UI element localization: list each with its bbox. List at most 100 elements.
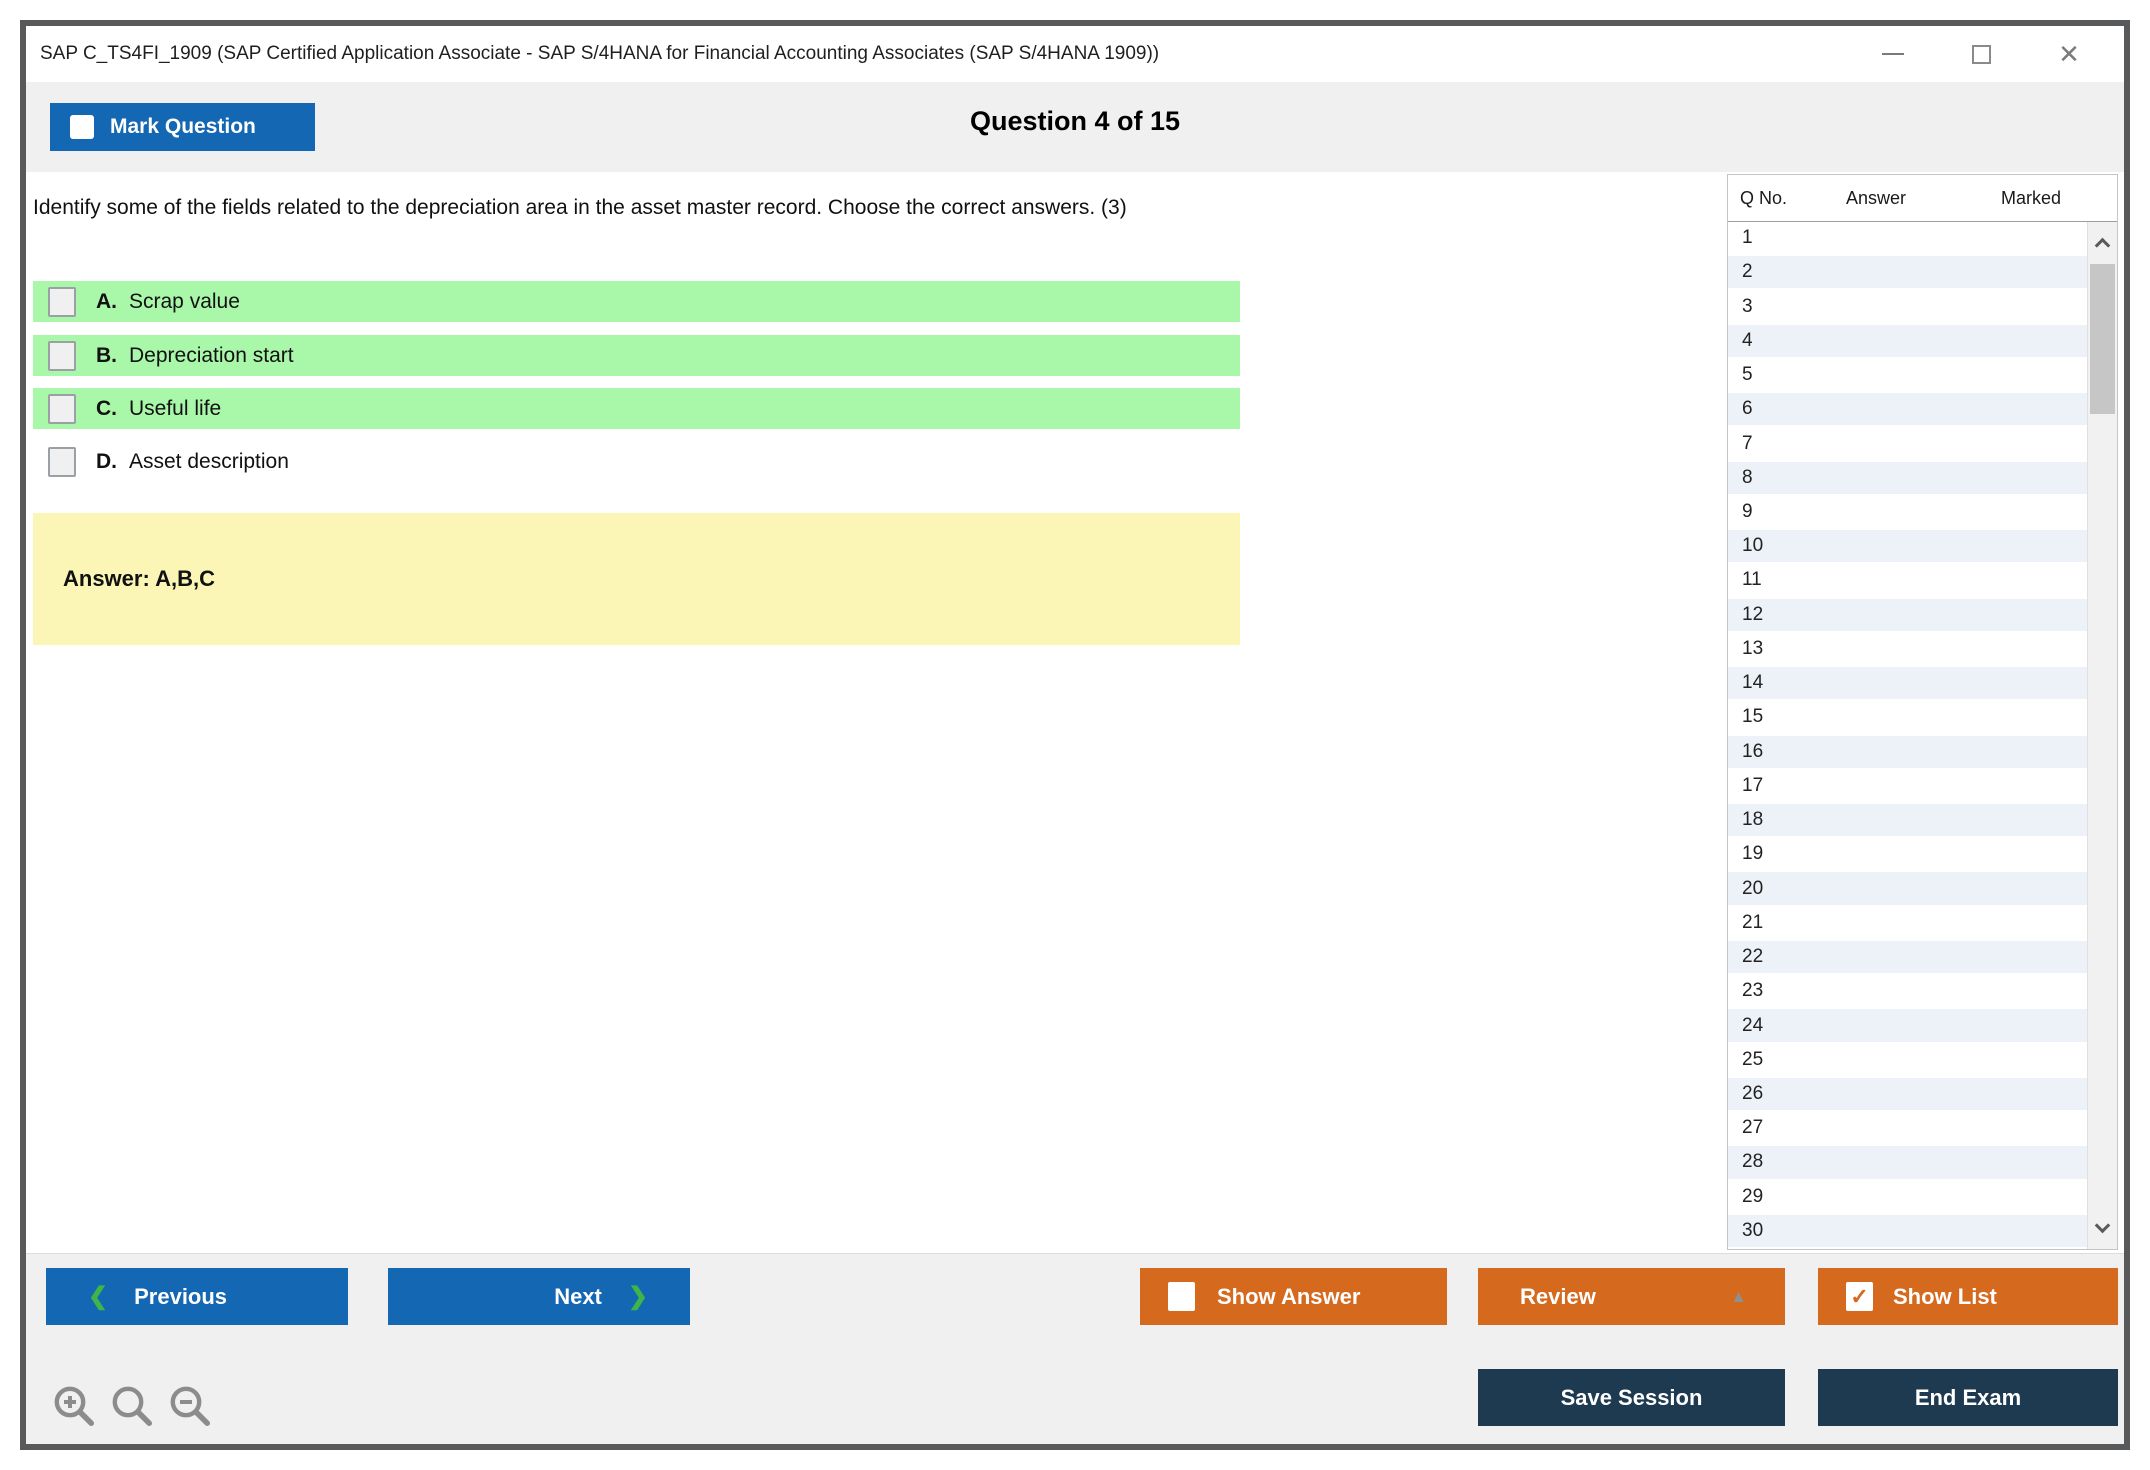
option-c[interactable]: C. Useful life [33,388,1240,429]
question-row[interactable]: 5 [1728,358,2087,394]
question-row[interactable]: 21 [1728,906,2087,941]
show-answer-button[interactable]: ✓ Show Answer [1140,1268,1447,1325]
question-row-number: 19 [1742,843,1764,865]
question-row-number: 28 [1742,1151,1764,1173]
option-text: Asset description [129,449,289,473]
question-row[interactable]: 17 [1728,769,2087,804]
question-row[interactable]: 2 [1728,256,2087,291]
question-row[interactable]: 15 [1728,701,2087,736]
end-exam-label: End Exam [1914,1384,2022,1410]
question-row-number: 3 [1742,295,1753,317]
question-row-number: 17 [1742,774,1764,796]
question-row[interactable]: 10 [1728,530,2087,565]
question-row[interactable]: 8 [1728,461,2087,496]
end-exam-button[interactable]: End Exam [1818,1369,2118,1426]
mark-question-button[interactable]: Mark Question [50,103,315,151]
question-row-number: 14 [1742,672,1764,694]
review-button[interactable]: Review ▲ [1478,1268,1785,1325]
save-session-button[interactable]: Save Session [1478,1369,1785,1426]
minimize-icon [1882,53,1904,55]
zoom-reset-icon[interactable] [108,1382,156,1430]
show-list-button[interactable]: ✓ Show List [1818,1268,2118,1325]
option-c-checkbox[interactable] [48,393,76,424]
save-session-label: Save Session [1560,1384,1703,1410]
question-row[interactable]: 26 [1728,1077,2087,1113]
question-row-number: 5 [1742,364,1753,386]
question-row[interactable]: 24 [1728,1009,2087,1044]
question-row[interactable]: 9 [1728,495,2087,531]
question-row-number: 15 [1742,706,1764,728]
show-list-label: Show List [1893,1283,1997,1309]
question-row[interactable]: 11 [1728,564,2087,599]
question-row-number: 23 [1742,980,1764,1002]
option-a-checkbox[interactable] [48,286,76,317]
question-row[interactable]: 18 [1728,803,2087,839]
option-letter: A. [96,289,117,313]
scroll-up-icon [2094,237,2111,254]
question-row-number: 16 [1742,740,1764,762]
question-row[interactable]: 7 [1728,427,2087,462]
question-row-number: 13 [1742,637,1764,659]
question-row[interactable]: 22 [1728,940,2087,976]
question-row[interactable]: 3 [1728,290,2087,325]
zoom-out-icon[interactable] [166,1382,214,1430]
question-row[interactable]: 13 [1728,632,2087,668]
question-row[interactable]: 16 [1728,735,2087,770]
question-row-number: 2 [1742,261,1753,283]
minimize-button[interactable] [1878,39,1908,69]
question-row[interactable]: 4 [1728,324,2087,359]
option-letter: B. [96,343,117,367]
answer-text: Answer: A,B,C [63,566,215,591]
question-row[interactable]: 6 [1728,393,2087,428]
option-d[interactable]: D. Asset description [33,441,1240,482]
question-row-number: 9 [1742,500,1753,522]
question-panel: Identify some of the fields related to t… [26,172,2124,1253]
checkmark-icon: ✓ [1850,1283,1869,1309]
chevron-right-icon: ❯ [627,1282,648,1310]
review-label: Review [1520,1283,1596,1309]
question-row[interactable]: 29 [1728,1180,2087,1215]
scroll-down-button[interactable] [2088,1213,2117,1243]
question-row-number: 20 [1742,877,1764,899]
question-row-number: 7 [1742,432,1753,454]
option-text: Useful life [129,396,222,420]
question-row-number: 24 [1742,1014,1764,1036]
exam-window: SAP C_TS4FI_1909 (SAP Certified Applicat… [20,20,2130,1450]
maximize-button[interactable] [1966,39,1996,69]
question-list-body: 1 2 3 4 5 6 7 8 9 10 11 12 13 14 15 16 17 18 19 20 21 22 23 24 2… [1728,222,2117,1250]
show-list-checkbox[interactable]: ✓ [1846,1282,1873,1311]
mark-question-checkbox[interactable] [70,115,94,139]
scroll-up-button[interactable] [2088,228,2117,258]
question-row[interactable]: 12 [1728,598,2087,633]
question-row[interactable]: 19 [1728,838,2087,873]
option-d-checkbox[interactable] [48,446,76,477]
question-row[interactable]: 25 [1728,1043,2087,1078]
question-row[interactable]: 1 [1728,222,2087,257]
question-row[interactable]: 30 [1728,1214,2087,1250]
question-row-number: 30 [1742,1219,1764,1241]
question-row[interactable]: 28 [1728,1146,2087,1181]
question-list-scrollbar[interactable] [2087,222,2117,1249]
zoom-in-icon[interactable] [50,1382,98,1430]
top-toolbar: Mark Question Question 4 of 15 [26,82,2124,172]
question-row-number: 4 [1742,329,1753,351]
previous-button[interactable]: ❮ Previous [46,1268,348,1325]
title-bar: SAP C_TS4FI_1909 (SAP Certified Applicat… [26,26,2124,82]
option-b[interactable]: B. Depreciation start [33,335,1240,376]
question-row-number: 29 [1742,1185,1764,1207]
option-b-checkbox[interactable] [48,340,76,371]
scrollbar-thumb[interactable] [2090,264,2115,414]
close-button[interactable]: ✕ [2054,39,2084,69]
question-row[interactable]: 20 [1728,872,2087,907]
question-row[interactable]: 27 [1728,1112,2087,1147]
question-row-number: 21 [1742,911,1764,933]
next-button[interactable]: Next ❯ [388,1268,690,1325]
show-answer-checkbox[interactable]: ✓ [1168,1282,1195,1311]
question-row[interactable]: 23 [1728,975,2087,1010]
question-row-number: 1 [1742,227,1753,249]
question-row[interactable]: 14 [1728,667,2087,702]
question-row-number: 8 [1742,466,1753,488]
column-header-marked: Marked [2001,187,2062,208]
option-a[interactable]: A. Scrap value [33,281,1240,322]
